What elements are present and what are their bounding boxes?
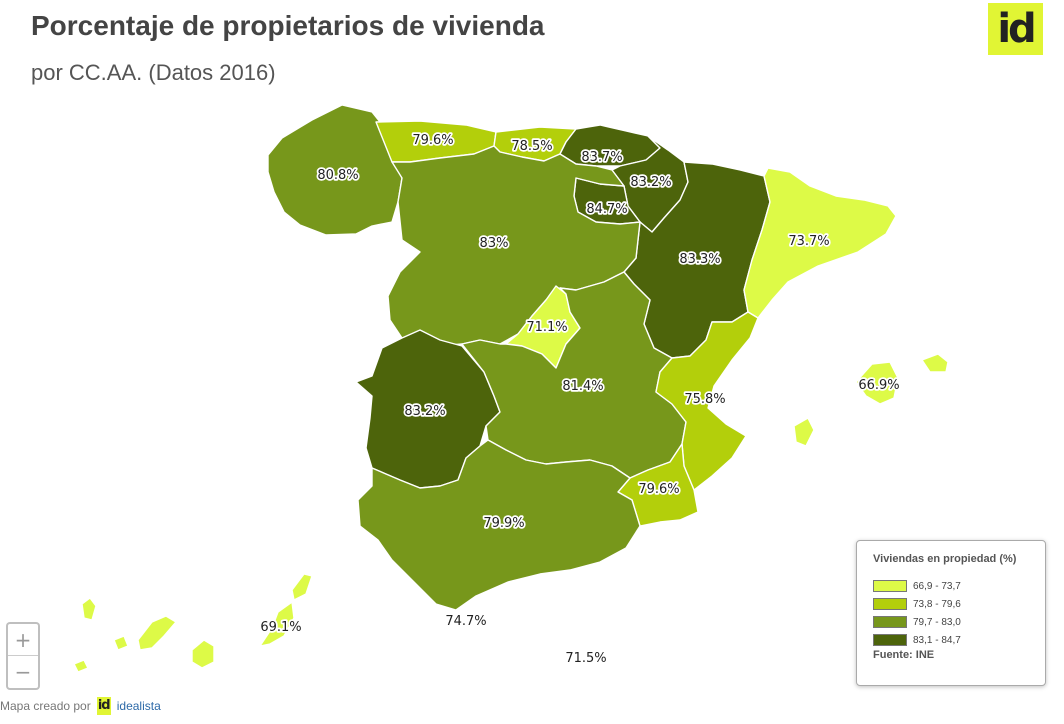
legend-item: 73,8 - 79,6 (873, 595, 1029, 613)
region-valencia[interactable] (655, 311, 759, 491)
credit-prefix: Mapa creado por (0, 699, 91, 713)
legend-item: 83,1 - 84,7 (873, 631, 1029, 649)
label-cataluna: 73.7% (788, 234, 829, 249)
label-melilla: 71.5% (565, 651, 606, 666)
legend-label: 66,9 - 73,7 (913, 580, 961, 592)
region-baleares-ibiza[interactable] (793, 417, 815, 447)
label-asturias: 79.6% (412, 133, 453, 148)
label-castilla-leon: 83% (480, 236, 509, 251)
zoom-out-button[interactable]: − (14, 659, 32, 684)
legend-source: Fuente: INE (873, 649, 935, 661)
label-baleares: 66.9% (858, 378, 899, 393)
legend-label: 79,7 - 83,0 (913, 616, 961, 628)
zoom-control: + − (6, 622, 40, 690)
region-canarias-la-gomera[interactable] (113, 635, 129, 651)
region-canarias-gran-canaria[interactable] (191, 639, 215, 669)
legend-label: 73,8 - 79,6 (913, 598, 961, 610)
map-legend: Viviendas en propiedad (%) 66,9 - 73,7 7… (856, 540, 1046, 686)
region-baleares-mallorca[interactable] (855, 361, 899, 405)
label-la-rioja: 84.7% (586, 202, 627, 217)
idealista-logo[interactable]: id (988, 3, 1043, 55)
region-cataluna[interactable] (743, 167, 897, 319)
label-murcia: 79.6% (638, 482, 679, 497)
region-galicia[interactable] (267, 104, 403, 236)
idealista-small-logo: id (96, 697, 111, 715)
region-canarias-tenerife[interactable] (137, 615, 177, 651)
label-aragon: 83.3% (679, 252, 720, 267)
zoom-in-button[interactable]: + (8, 624, 38, 656)
region-andalucia[interactable] (357, 439, 641, 611)
region-baleares-menorca[interactable] (921, 353, 949, 373)
legend-swatch (873, 616, 907, 628)
label-valencia: 75.8% (684, 392, 725, 407)
region-castilla-leon[interactable] (387, 145, 641, 347)
region-canarias-el-hierro[interactable] (73, 659, 89, 673)
region-canarias-la-palma[interactable] (81, 597, 97, 621)
label-andalucia: 79.9% (483, 516, 524, 531)
label-ceuta: 74.7% (445, 614, 486, 629)
label-navarra: 83.2% (630, 175, 671, 190)
label-extremadura: 83.2% (404, 404, 445, 419)
map-credit: Mapa creado por id idealista (0, 697, 161, 715)
region-canarias-lanzarote[interactable] (291, 573, 313, 601)
label-cantabria: 78.5% (511, 139, 552, 154)
region-canarias-fuerteventura[interactable] (259, 601, 295, 647)
label-galicia: 80.8% (317, 168, 358, 183)
label-pais-vasco: 83.7% (581, 150, 622, 165)
legend-swatch (873, 580, 907, 592)
idealista-link[interactable]: idealista (116, 699, 161, 713)
label-madrid: 71.1% (526, 320, 567, 335)
map-title: Porcentaje de propietarios de vivienda (31, 10, 545, 41)
map-subtitle: por CC.AA. (Datos 2016) (31, 60, 276, 85)
legend-item: 79,7 - 83,0 (873, 613, 1029, 631)
label-castilla-la-mancha: 81.4% (562, 379, 603, 394)
legend-swatch (873, 634, 907, 646)
legend-item: 66,9 - 73,7 (873, 577, 1029, 595)
legend-swatch (873, 598, 907, 610)
legend-label: 83,1 - 84,7 (913, 634, 961, 646)
label-canarias: 69.1% (260, 620, 301, 635)
legend-title: Viviendas en propiedad (%) (873, 553, 1017, 565)
